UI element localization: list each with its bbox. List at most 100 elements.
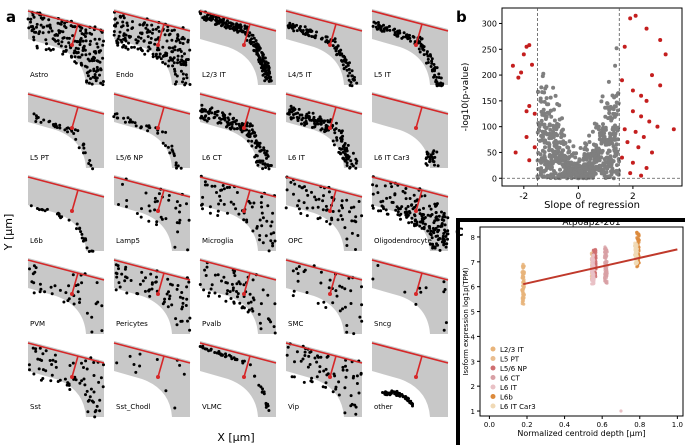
- cell-dot: [412, 193, 416, 197]
- cell-dot: [443, 215, 447, 219]
- cell-dot: [161, 45, 165, 49]
- cell-dot: [203, 180, 207, 184]
- cell-dot: [434, 78, 438, 82]
- cell-dot: [273, 239, 277, 243]
- cell-dot: [269, 239, 273, 243]
- ns-point: [574, 151, 579, 156]
- cell-dot: [182, 37, 186, 41]
- cell-dot: [425, 152, 429, 156]
- centroid-marker: [328, 209, 332, 213]
- cell-dot: [112, 115, 116, 119]
- cell-dot: [80, 53, 84, 57]
- cell-dot: [57, 31, 61, 35]
- cell-dot: [199, 12, 203, 16]
- ns-point: [585, 154, 590, 159]
- cell-dot: [32, 372, 36, 376]
- cell-dot: [90, 249, 94, 253]
- cell-type-label: L5 PT: [30, 154, 50, 162]
- cell-dot: [209, 14, 213, 18]
- cell-dot: [265, 149, 269, 153]
- cell-dot: [113, 23, 117, 27]
- cell-dot: [175, 74, 179, 78]
- cell-dot: [246, 132, 250, 136]
- cell-dot: [155, 220, 159, 224]
- cell-dot: [49, 379, 53, 383]
- cell-dot: [150, 287, 154, 291]
- ns-point: [568, 172, 573, 177]
- cell-dot: [270, 220, 274, 224]
- cell-dot: [85, 246, 89, 250]
- spatial-tile: OPC: [284, 175, 364, 251]
- cell-dot: [32, 281, 36, 285]
- cell-dot: [437, 72, 441, 76]
- cell-dot: [442, 290, 446, 294]
- cell-dot: [85, 389, 89, 393]
- cell-dot: [140, 270, 144, 274]
- cell-dot: [157, 55, 161, 59]
- cell-dot: [204, 15, 208, 19]
- cell-dot: [67, 284, 71, 288]
- cell-dot: [250, 307, 254, 311]
- cell-dot: [120, 25, 123, 29]
- group-point: [634, 242, 638, 246]
- group-point: [634, 253, 638, 258]
- xtick-label: -2: [519, 192, 528, 202]
- cell-dot: [433, 163, 436, 167]
- ns-point: [583, 141, 588, 146]
- ytick-label: 3: [471, 358, 475, 366]
- cell-dot: [340, 204, 344, 207]
- cell-dot: [45, 24, 49, 28]
- cell-dot: [185, 297, 189, 301]
- cell-dot: [355, 382, 359, 385]
- cell-dot: [434, 204, 437, 208]
- cell-dot: [85, 80, 89, 84]
- cell-dot: [247, 308, 251, 312]
- cell-dot: [127, 34, 131, 38]
- cell-dot: [101, 43, 105, 47]
- ns-point: [565, 174, 570, 179]
- cell-dot: [95, 65, 99, 69]
- cell-dot: [418, 286, 422, 290]
- cell-dot: [334, 127, 338, 131]
- cell-dot: [350, 231, 354, 235]
- ns-point: [612, 169, 617, 174]
- cell-dot: [147, 45, 151, 49]
- cell-dot: [409, 400, 412, 404]
- cell-dot: [88, 52, 92, 56]
- cell-dot: [87, 81, 91, 85]
- cell-dot: [155, 48, 159, 52]
- cell-dot: [73, 60, 77, 64]
- cell-dot: [153, 196, 157, 200]
- cell-dot: [31, 346, 35, 350]
- ns-point: [555, 133, 560, 138]
- cell-dot: [301, 357, 305, 361]
- sig-point: [639, 93, 644, 98]
- ytick-label: 7: [471, 259, 475, 267]
- cell-dot: [326, 354, 330, 358]
- cell-dot: [175, 323, 179, 327]
- tissue-section: [372, 92, 448, 168]
- cell-dot: [383, 184, 387, 188]
- legend-marker: [490, 394, 496, 399]
- cell-dot: [59, 22, 63, 26]
- cell-dot: [151, 52, 155, 56]
- ns-point: [554, 157, 559, 162]
- cell-dot: [343, 305, 347, 309]
- cell-dot: [354, 166, 358, 170]
- cell-dot: [262, 392, 266, 396]
- cell-dot: [436, 224, 440, 228]
- cell-dot: [31, 272, 35, 276]
- cell-dot: [198, 283, 202, 286]
- cell-dot: [432, 75, 436, 79]
- ns-point: [614, 46, 619, 51]
- cell-dot: [69, 24, 73, 28]
- cell-dot: [289, 104, 293, 108]
- sig-point: [630, 88, 635, 93]
- cell-dot: [184, 73, 188, 77]
- ns-point: [606, 148, 611, 153]
- cell-dot: [179, 319, 183, 323]
- cell-dot: [91, 75, 95, 79]
- cell-dot: [151, 55, 155, 59]
- ns-point: [563, 141, 568, 145]
